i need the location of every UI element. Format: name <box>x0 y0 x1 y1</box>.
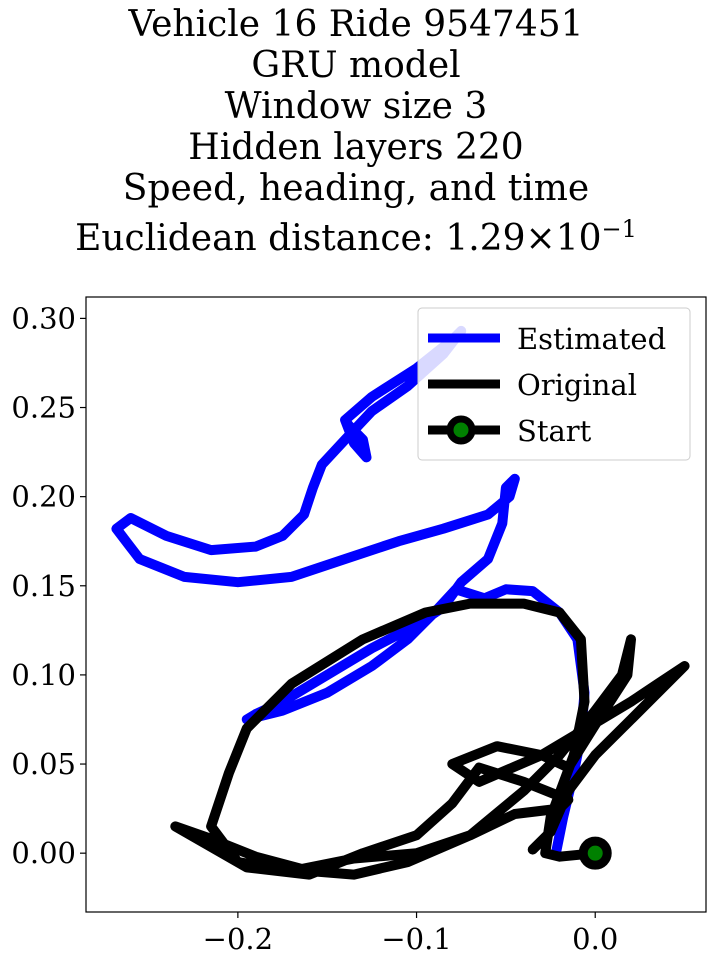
plot-frame <box>85 296 707 913</box>
legend-start-marker <box>446 415 476 445</box>
chart-title: Vehicle 16 Ride 9547451 GRU model Window… <box>0 4 712 259</box>
legend-box <box>417 307 691 461</box>
y-tick-label: 0.10 <box>11 658 76 692</box>
distance-exponent: −1 <box>601 215 637 243</box>
title-line-6: Euclidean distance: 1.29×10−1 <box>0 209 712 259</box>
y-tick-label: 0.00 <box>11 836 76 870</box>
title-line-1: Vehicle 16 Ride 9547451 <box>128 4 584 45</box>
title-line-2: GRU model <box>251 45 461 86</box>
start-marker <box>578 836 612 870</box>
title-line-3: Window size 3 <box>224 86 488 127</box>
distance-base: 10 <box>555 218 602 259</box>
y-tick-label: 0.15 <box>11 569 76 603</box>
x-tick-label: 0.0 <box>572 922 618 956</box>
distance-mantissa: 1.29 <box>445 218 526 259</box>
legend-original-label: Original <box>517 368 637 402</box>
y-tick-label: 0.20 <box>11 480 76 514</box>
y-tick-label: 0.05 <box>11 747 76 781</box>
title-line-5: Speed, heading, and time <box>122 168 590 209</box>
distance-times: × <box>525 218 556 259</box>
x-tick-label: −0.2 <box>203 922 273 956</box>
legend-estimated-label: Estimated <box>517 322 666 356</box>
legend-start-label: Start <box>517 414 592 448</box>
legend: Estimated Original Start <box>417 307 691 461</box>
x-tick-label: −0.1 <box>381 922 451 956</box>
series-line-original <box>170 598 690 880</box>
y-tick-label: 0.25 <box>11 391 76 425</box>
title-line-4: Hidden layers 220 <box>188 127 524 168</box>
distance-label: Euclidean distance: <box>75 218 446 259</box>
y-tick-label: 0.30 <box>11 301 76 335</box>
